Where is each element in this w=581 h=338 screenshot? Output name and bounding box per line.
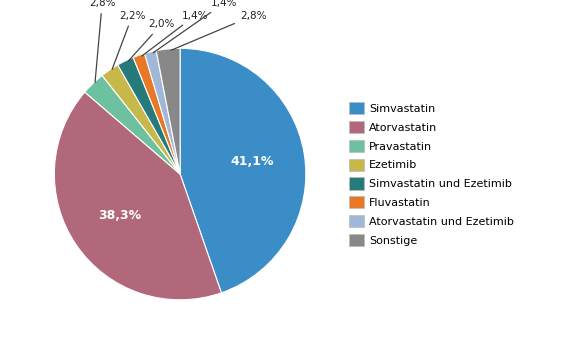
Legend: Simvastatin, Atorvastatin, Pravastatin, Ezetimib, Simvastatin und Ezetimib, Fluv: Simvastatin, Atorvastatin, Pravastatin, … xyxy=(349,102,514,246)
Wedge shape xyxy=(55,92,221,300)
Wedge shape xyxy=(145,51,180,174)
Text: 2,8%: 2,8% xyxy=(171,11,266,50)
Text: 2,0%: 2,0% xyxy=(128,20,174,61)
Wedge shape xyxy=(118,57,180,174)
Wedge shape xyxy=(180,48,306,293)
Wedge shape xyxy=(102,65,180,174)
Text: 38,3%: 38,3% xyxy=(98,209,141,222)
Wedge shape xyxy=(133,53,180,174)
Wedge shape xyxy=(85,75,180,174)
Text: 1,4%: 1,4% xyxy=(142,11,209,56)
Text: 2,2%: 2,2% xyxy=(112,11,146,69)
Text: 41,1%: 41,1% xyxy=(230,155,274,168)
Text: 1,4%: 1,4% xyxy=(153,0,238,53)
Wedge shape xyxy=(156,48,180,174)
Text: 2,8%: 2,8% xyxy=(89,0,116,82)
